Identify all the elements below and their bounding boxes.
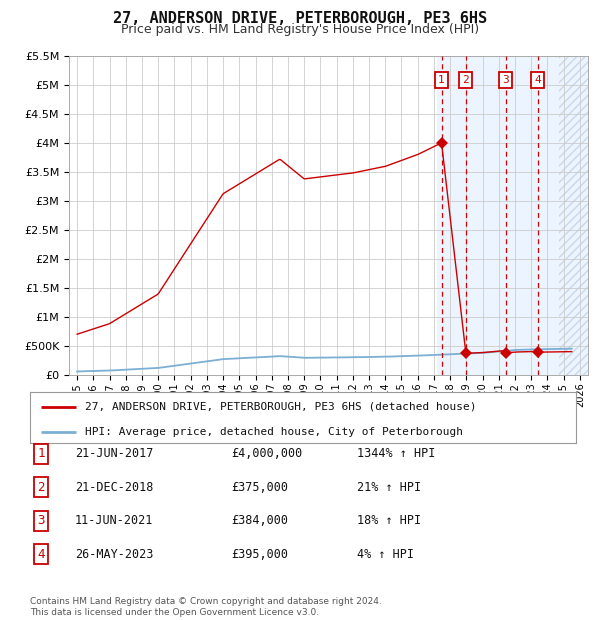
- Text: £384,000: £384,000: [231, 515, 288, 527]
- Text: Contains HM Land Registry data © Crown copyright and database right 2024.
This d: Contains HM Land Registry data © Crown c…: [30, 598, 382, 617]
- Text: 1: 1: [37, 448, 44, 460]
- Text: 1344% ↑ HPI: 1344% ↑ HPI: [357, 448, 436, 460]
- Text: 4: 4: [37, 548, 44, 560]
- Text: 4: 4: [535, 75, 541, 85]
- Text: 1: 1: [438, 75, 445, 85]
- Text: 11-JUN-2021: 11-JUN-2021: [75, 515, 154, 527]
- Text: £375,000: £375,000: [231, 481, 288, 494]
- Bar: [437, 56, 588, 375]
- Bar: [559, 56, 588, 375]
- Text: 3: 3: [503, 75, 509, 85]
- Text: 27, ANDERSON DRIVE, PETERBOROUGH, PE3 6HS (detached house): 27, ANDERSON DRIVE, PETERBOROUGH, PE3 6H…: [85, 402, 476, 412]
- Text: 4% ↑ HPI: 4% ↑ HPI: [357, 548, 414, 560]
- Text: 2: 2: [463, 75, 469, 85]
- Text: £4,000,000: £4,000,000: [231, 448, 302, 460]
- Text: 2: 2: [37, 481, 44, 494]
- Text: Price paid vs. HM Land Registry's House Price Index (HPI): Price paid vs. HM Land Registry's House …: [121, 23, 479, 36]
- Text: 26-MAY-2023: 26-MAY-2023: [75, 548, 154, 560]
- Text: 18% ↑ HPI: 18% ↑ HPI: [357, 515, 421, 527]
- Text: 27, ANDERSON DRIVE, PETERBOROUGH, PE3 6HS: 27, ANDERSON DRIVE, PETERBOROUGH, PE3 6H…: [113, 11, 487, 25]
- Text: 21% ↑ HPI: 21% ↑ HPI: [357, 481, 421, 494]
- Text: £395,000: £395,000: [231, 548, 288, 560]
- Text: 21-DEC-2018: 21-DEC-2018: [75, 481, 154, 494]
- Text: 3: 3: [37, 515, 44, 527]
- Text: HPI: Average price, detached house, City of Peterborough: HPI: Average price, detached house, City…: [85, 427, 463, 437]
- Text: 21-JUN-2017: 21-JUN-2017: [75, 448, 154, 460]
